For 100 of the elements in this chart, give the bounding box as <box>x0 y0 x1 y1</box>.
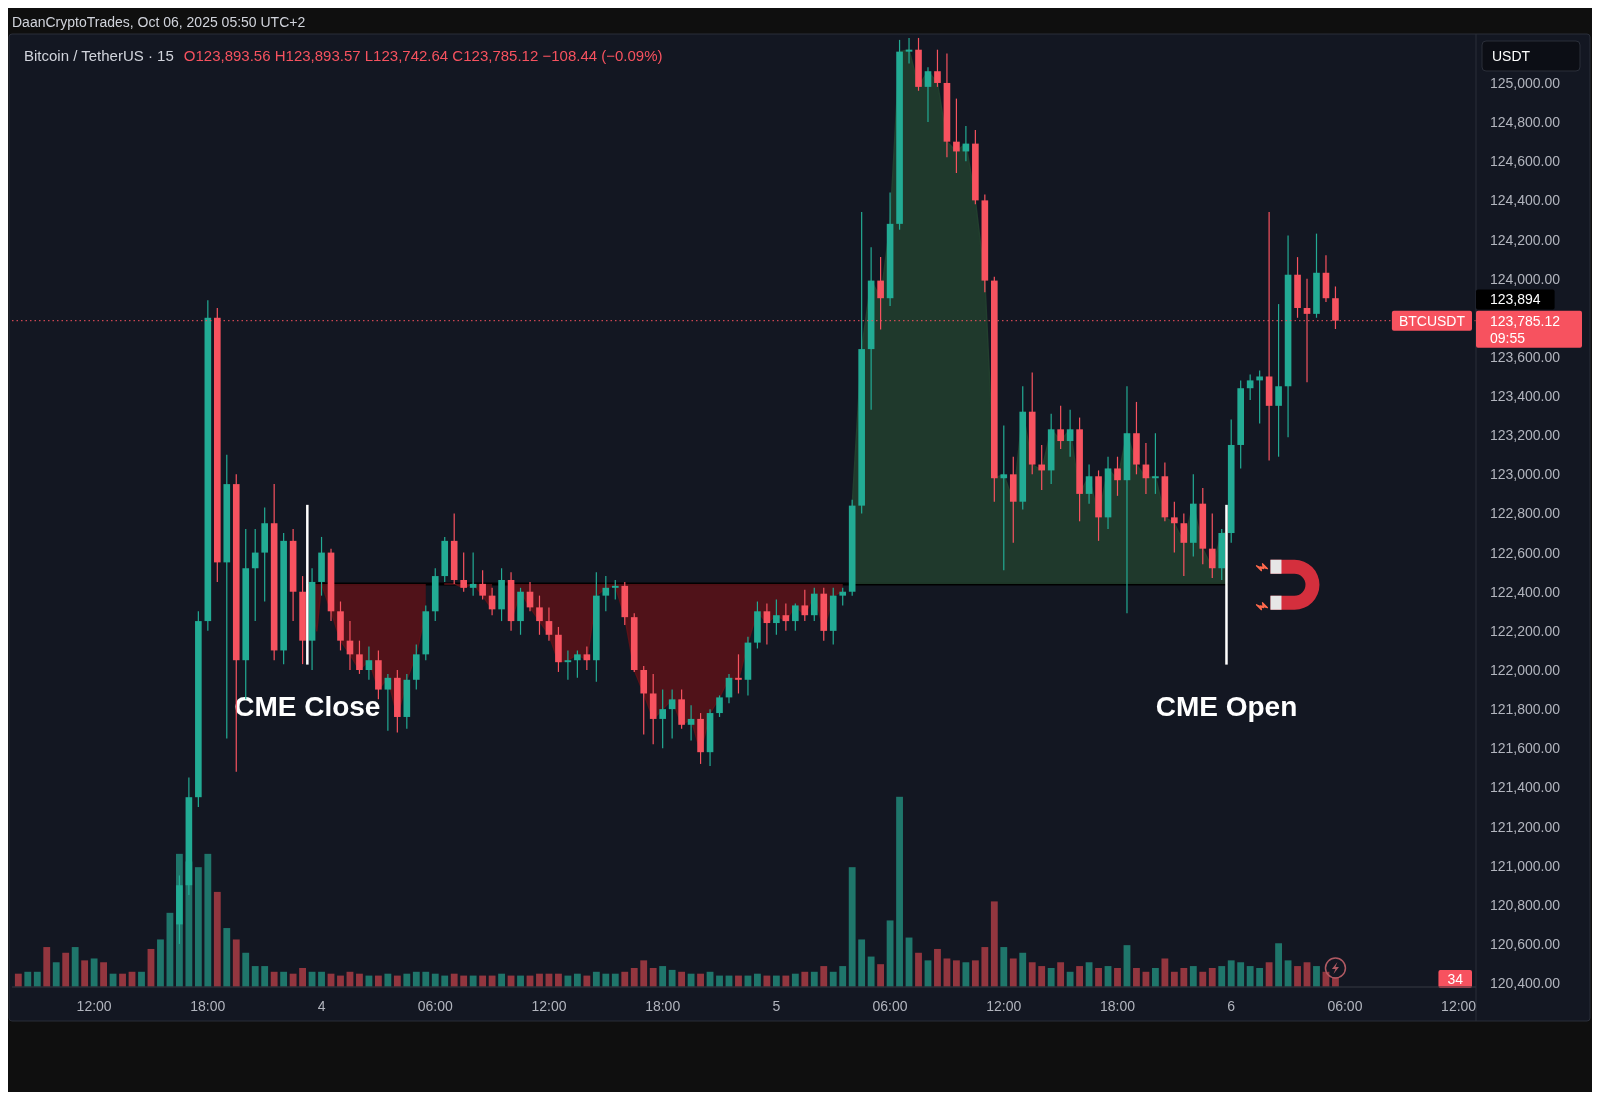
y-tick-label: 120,600.00 <box>1490 935 1561 952</box>
candlestick <box>1256 370 1263 425</box>
bar <box>81 960 89 987</box>
candlestick <box>1246 373 1254 401</box>
ref-line-label: BTCUSDT <box>1398 312 1466 329</box>
y-tick-label: 122,400.00 <box>1490 583 1561 600</box>
bar <box>1180 967 1188 987</box>
candlestick <box>384 673 392 732</box>
bar <box>251 966 259 987</box>
text: 09:55 <box>1490 329 1526 346</box>
y-tick-label: 123,000.00 <box>1490 466 1561 483</box>
candlestick <box>668 688 676 740</box>
candlestick <box>479 569 486 601</box>
bar <box>801 971 809 987</box>
bar <box>33 971 41 987</box>
candlestick <box>1085 463 1093 505</box>
bar <box>990 901 998 987</box>
bar <box>820 966 828 987</box>
bar <box>573 973 581 987</box>
bar <box>403 973 411 987</box>
y-tick-label: 123,600.00 <box>1490 348 1561 365</box>
bar <box>791 973 799 987</box>
bar <box>280 971 288 987</box>
x-tick-label: 6 <box>1227 998 1236 1014</box>
bar <box>1028 962 1036 987</box>
bar <box>90 958 98 987</box>
candlestick <box>1066 409 1074 458</box>
x-tick-label: 06:00 <box>872 998 908 1014</box>
bar <box>621 971 629 987</box>
bar <box>479 975 487 987</box>
text: Bitcoin / TetherUS · 15 <box>24 46 174 64</box>
y-tick-label: 124,200.00 <box>1490 231 1561 248</box>
bar <box>668 969 676 987</box>
y-tick-label: 121,800.00 <box>1490 701 1561 718</box>
y-tick-label: 121,200.00 <box>1490 818 1561 835</box>
x-tick-label: 12:00 <box>531 998 567 1014</box>
candlestick <box>545 606 553 642</box>
bar <box>536 973 543 987</box>
candlestick <box>460 551 467 593</box>
bar <box>204 853 212 987</box>
y-tick-label: 122,000.00 <box>1490 662 1561 678</box>
bar <box>915 952 922 987</box>
bar <box>782 975 790 987</box>
bar <box>763 975 771 987</box>
bar <box>953 960 960 987</box>
bar <box>1265 962 1273 987</box>
y-tick-label: 125,000.00 <box>1490 74 1561 91</box>
bar <box>858 939 866 987</box>
bar <box>213 891 221 987</box>
bar <box>583 975 591 987</box>
x-tick-label: 18:00 <box>190 998 226 1014</box>
y-axis-title: USDT <box>1492 48 1531 64</box>
candlestick <box>1057 405 1064 450</box>
candlestick <box>801 589 809 622</box>
bar <box>441 975 449 987</box>
bar <box>289 973 297 987</box>
bar <box>1161 958 1169 987</box>
candlestick <box>356 640 363 675</box>
bar <box>1019 952 1027 987</box>
bar <box>659 966 667 987</box>
y-tick-label: 122,200.00 <box>1490 622 1561 639</box>
candlestick <box>574 649 581 679</box>
bar <box>488 975 496 987</box>
bar <box>374 975 382 987</box>
x-tick-label: 18:00 <box>1099 998 1136 1014</box>
y-tick-label: 122,600.00 <box>1490 544 1561 561</box>
bar <box>934 948 941 987</box>
x-tick-label: 12:00 <box>986 998 1022 1014</box>
bar <box>640 960 648 987</box>
text: O123,893.56 H123,893.57 L123,742.64 C123,785.12 −108.44 (−0.09%) <box>183 46 663 64</box>
candlestick <box>536 595 543 636</box>
bar <box>630 967 638 987</box>
bar <box>43 947 51 987</box>
bar <box>1256 967 1264 987</box>
bar <box>318 971 325 987</box>
y-tick-label: 121,400.00 <box>1490 779 1561 796</box>
bar <box>242 952 250 987</box>
bar <box>592 971 600 987</box>
bar <box>810 971 818 987</box>
bar <box>555 973 562 987</box>
bar <box>52 962 60 987</box>
y-tick-label: 123,894 <box>1490 291 1541 308</box>
bar <box>138 971 145 987</box>
bar <box>431 973 439 987</box>
y-tick-label: 124,800.00 <box>1490 114 1561 131</box>
bar <box>971 960 979 987</box>
candlestick <box>251 528 259 622</box>
candlestick <box>782 602 790 632</box>
annotation: 34 <box>1447 971 1464 987</box>
bar <box>839 966 847 987</box>
y-tick-label: 120,400.00 <box>1490 975 1561 992</box>
candlestick <box>640 665 648 736</box>
candlestick <box>953 98 960 174</box>
candlestick <box>611 579 619 601</box>
bar <box>299 967 306 987</box>
ref-line-label: CME Open <box>1155 690 1298 721</box>
bar <box>232 939 240 987</box>
bar <box>384 973 392 987</box>
bar <box>754 973 761 987</box>
candlestick <box>659 688 666 749</box>
